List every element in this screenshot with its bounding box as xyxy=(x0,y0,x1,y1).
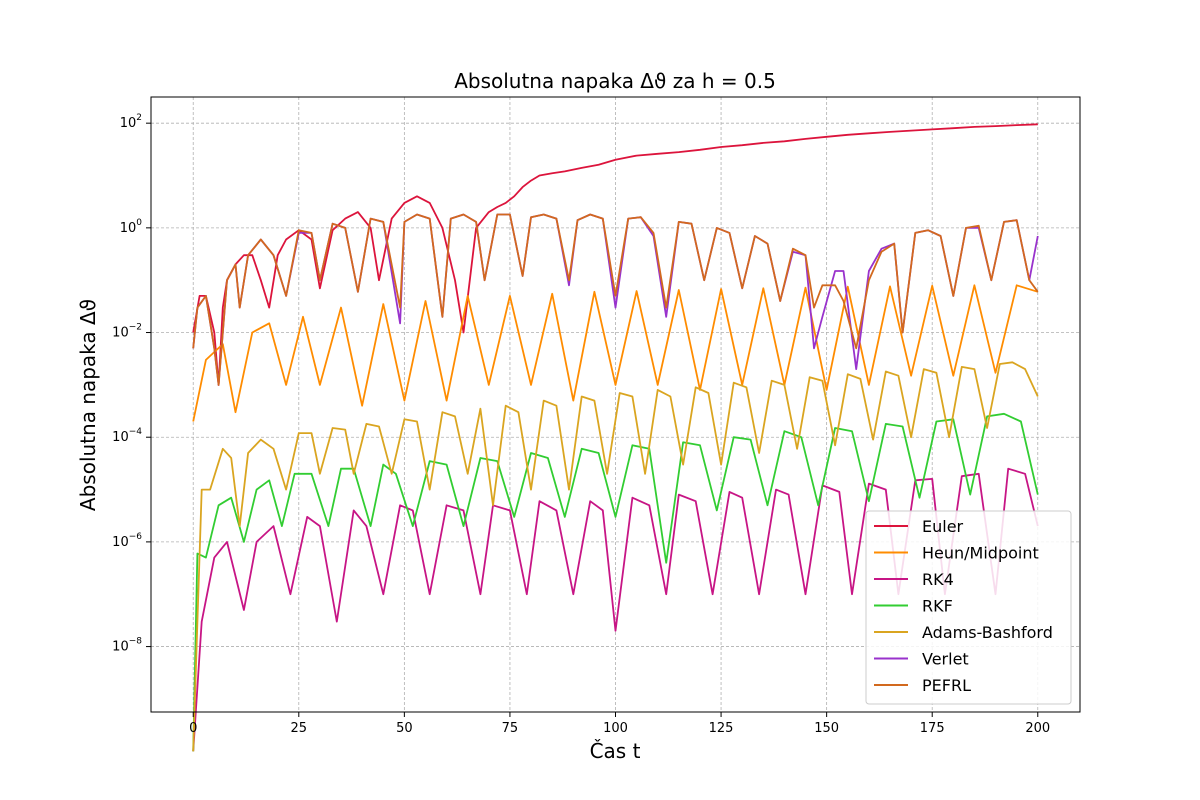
legend-box xyxy=(865,510,1072,705)
series-line-euler xyxy=(192,123,1038,386)
y-tick-label: 10−8 xyxy=(112,637,142,655)
x-tick-label: 125 xyxy=(709,721,734,736)
y-tick-label: 102 xyxy=(120,113,142,131)
series-layer xyxy=(192,123,1039,752)
legend: Euler Heun/Midpoint RK4 RKF Adams-Bashford Ve… xyxy=(865,510,1072,705)
series-line-adams-bashford xyxy=(192,361,1039,752)
chart-title: Absolutna napaka Δϑ za h = 0.5 xyxy=(454,69,776,93)
x-axis: 0 25 50 75 100 125 150 175 200 xyxy=(189,712,1050,736)
x-tick-label: 50 xyxy=(396,721,413,736)
legend-label: PEFRL xyxy=(922,676,971,695)
legend-label: Euler xyxy=(922,517,964,536)
legend-label: RKF xyxy=(922,597,953,616)
x-tick-label: 150 xyxy=(814,721,839,736)
series-line-rkf xyxy=(192,412,1039,752)
x-tick-label: 75 xyxy=(502,721,519,736)
legend-label: Heun/Midpoint xyxy=(922,544,1039,563)
legend-label: RK4 xyxy=(922,570,954,589)
x-axis-label: Čas t xyxy=(590,739,641,763)
y-axis: 10−8 10−6 10−4 10−2 100 102 xyxy=(112,113,151,655)
x-tick-label: 175 xyxy=(920,721,945,736)
x-tick-label: 25 xyxy=(291,721,308,736)
x-tick-label: 100 xyxy=(603,721,628,736)
y-tick-label: 10−6 xyxy=(112,532,142,550)
series-line-heun-midpoint xyxy=(192,284,1039,422)
x-tick-label: 0 xyxy=(189,721,197,736)
y-axis-label: Absolutna napaka Δϑ xyxy=(76,299,100,511)
legend-label: Verlet xyxy=(922,650,969,669)
y-tick-label: 100 xyxy=(120,218,143,236)
legend-label: Adams-Bashford xyxy=(922,623,1053,642)
series-line-pefrl xyxy=(192,213,1039,386)
x-tick-label: 200 xyxy=(1025,721,1050,736)
y-tick-label: 10−4 xyxy=(112,427,142,445)
y-tick-label: 10−2 xyxy=(112,323,142,341)
